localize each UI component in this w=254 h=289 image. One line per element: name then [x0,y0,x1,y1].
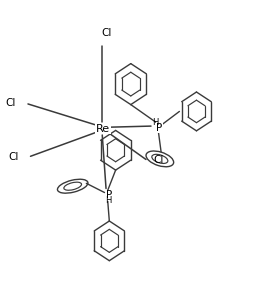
Text: P: P [156,123,162,133]
Text: H: H [105,196,111,205]
Text: Cl: Cl [102,28,112,38]
Text: Cl: Cl [153,155,164,165]
Text: P: P [106,190,113,200]
Text: Cl: Cl [8,152,18,162]
Text: Re: Re [96,124,110,134]
Text: Cl: Cl [6,98,16,108]
Text: H: H [152,118,159,127]
